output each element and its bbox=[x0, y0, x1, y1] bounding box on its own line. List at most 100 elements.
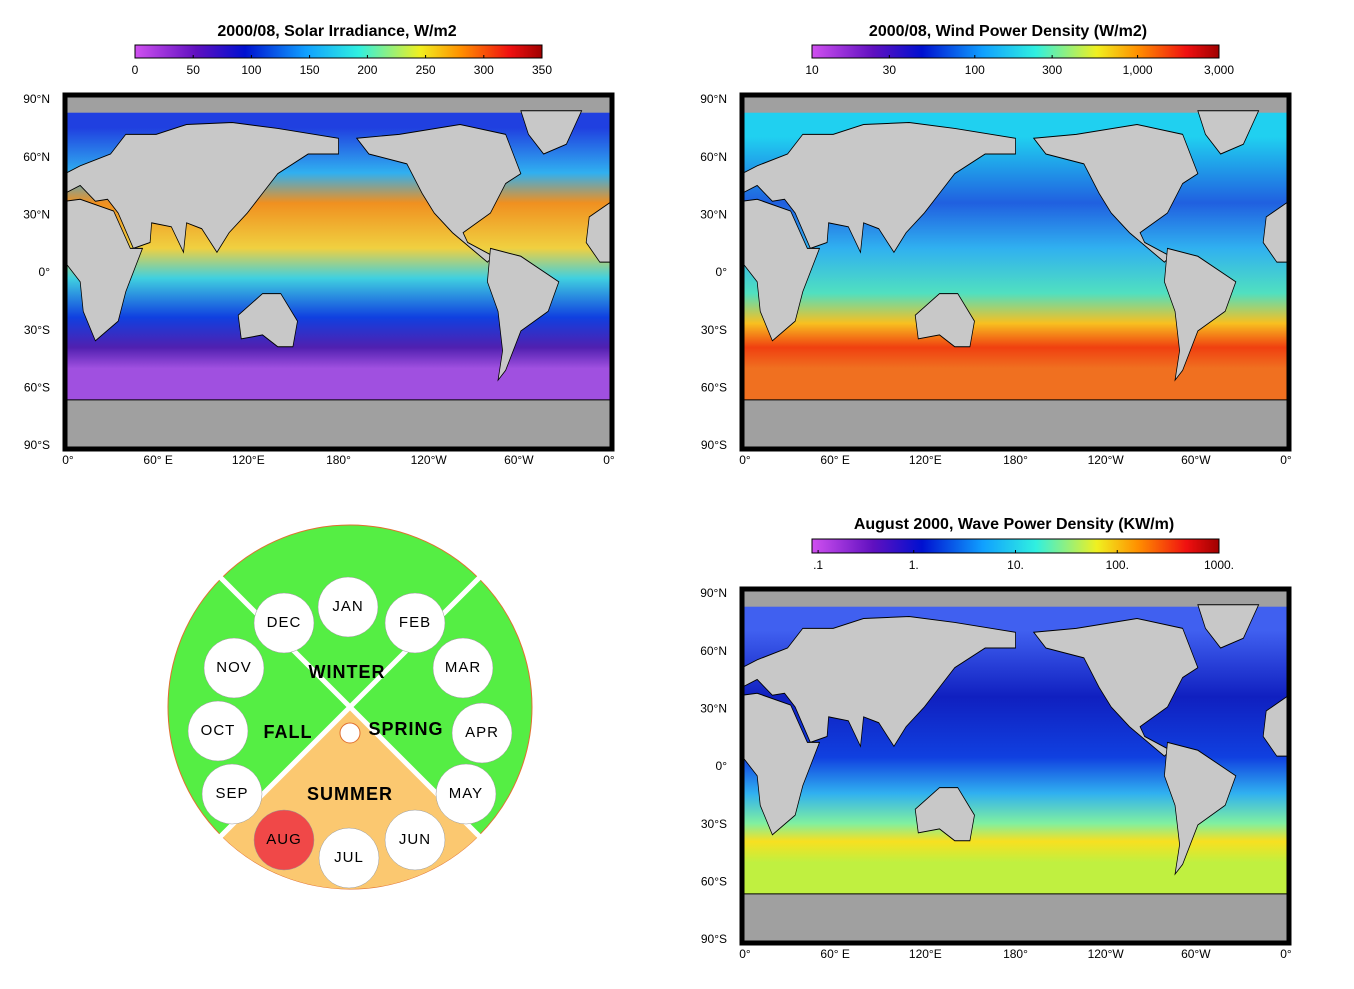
colorbar-tick-label: 1,000 bbox=[1123, 63, 1153, 77]
colorbar-tick-label: 100 bbox=[965, 63, 985, 77]
colorbar bbox=[811, 44, 1220, 59]
lon-label: 60° E bbox=[820, 453, 849, 467]
lat-label: 30°S bbox=[24, 323, 50, 337]
colorbar-tick-label: 350 bbox=[532, 63, 552, 77]
month-label[interactable]: SEP bbox=[215, 785, 248, 802]
month-label[interactable]: JAN bbox=[332, 598, 363, 615]
lon-label: 60° E bbox=[820, 947, 849, 961]
colorbar-tick-label: 1. bbox=[909, 558, 919, 572]
lat-label: 60°S bbox=[24, 381, 50, 395]
colorbar-tick-label: 30 bbox=[883, 63, 897, 77]
lat-label: 90°S bbox=[701, 932, 727, 946]
lat-label: 60°S bbox=[701, 381, 727, 395]
month-label[interactable]: JUN bbox=[399, 831, 431, 848]
lon-label: 60°W bbox=[504, 453, 534, 467]
lon-label: 60°W bbox=[1181, 453, 1211, 467]
lat-label: 60°N bbox=[700, 644, 727, 658]
lon-label: 0° bbox=[62, 453, 74, 467]
colorbar-tick-label: 0 bbox=[132, 63, 139, 77]
colorbar-tick-label: 300 bbox=[474, 63, 494, 77]
colorbar-tick-label: 300 bbox=[1042, 63, 1062, 77]
lon-label: 60° E bbox=[143, 453, 172, 467]
map-frame bbox=[739, 92, 1292, 452]
lon-label: 60°W bbox=[1181, 947, 1211, 961]
lon-label: 0° bbox=[1280, 453, 1292, 467]
lon-label: 180° bbox=[1003, 947, 1028, 961]
season-label[interactable]: SPRING bbox=[368, 719, 443, 739]
month-label[interactable]: NOV bbox=[216, 659, 252, 676]
map-panel: August 2000, Wave Power Density (KW/m) .1… bbox=[700, 516, 1292, 961]
colorbar-tick-label: 250 bbox=[416, 63, 436, 77]
panel-title: 2000/08, Wind Power Density (W/m2) bbox=[869, 23, 1147, 40]
lat-label: 90°N bbox=[23, 92, 50, 106]
colorbar-tick-label: 150 bbox=[300, 63, 320, 77]
month-button[interactable] bbox=[318, 827, 380, 889]
colorbar-tick-label: 100. bbox=[1106, 558, 1129, 572]
colorbar bbox=[134, 44, 543, 59]
lat-label: 60°N bbox=[700, 150, 727, 164]
map-frame bbox=[62, 92, 615, 452]
lat-label: 90°N bbox=[700, 92, 727, 106]
map-frame bbox=[739, 586, 1292, 946]
month-button[interactable] bbox=[253, 809, 315, 871]
lon-label: 120°E bbox=[909, 453, 942, 467]
lat-label: 60°S bbox=[701, 875, 727, 889]
lat-label: 0° bbox=[716, 265, 728, 279]
lat-label: 30°N bbox=[700, 208, 727, 222]
month-button[interactable] bbox=[317, 576, 379, 638]
lat-label: 90°N bbox=[700, 586, 727, 600]
month-button[interactable] bbox=[435, 763, 497, 825]
lat-label: 30°N bbox=[23, 208, 50, 222]
map-panel: 2000/08, Solar Irradiance, W/m2 0 50 100 150… bbox=[23, 23, 615, 467]
colorbar-tick-label: 3,000 bbox=[1204, 63, 1234, 77]
colorbar-tick-label: 10 bbox=[805, 63, 819, 77]
month-button[interactable] bbox=[384, 592, 446, 654]
month-button[interactable] bbox=[201, 763, 263, 825]
month-button[interactable] bbox=[253, 592, 315, 654]
month-label[interactable]: FEB bbox=[399, 614, 431, 631]
colorbar-tick-label: 100 bbox=[241, 63, 261, 77]
lat-label: 30°S bbox=[701, 323, 727, 337]
colorbar-tick-label: 10. bbox=[1007, 558, 1024, 572]
month-button[interactable] bbox=[203, 637, 265, 699]
lon-label: 120°W bbox=[411, 453, 448, 467]
season-label[interactable]: FALL bbox=[264, 722, 313, 742]
lon-label: 180° bbox=[1003, 453, 1028, 467]
lon-label: 120°E bbox=[232, 453, 265, 467]
panel-title: 2000/08, Solar Irradiance, W/m2 bbox=[217, 23, 456, 40]
colorbar-tick-label: 50 bbox=[187, 63, 201, 77]
wheel-hub bbox=[339, 722, 361, 744]
lat-label: 30°N bbox=[700, 702, 727, 716]
month-label[interactable]: MAR bbox=[445, 659, 481, 676]
lon-label: 0° bbox=[739, 947, 751, 961]
panel-title: August 2000, Wave Power Density (KW/m) bbox=[854, 516, 1174, 533]
lon-label: 120°E bbox=[909, 947, 942, 961]
month-button[interactable] bbox=[451, 702, 513, 764]
month-label[interactable]: APR bbox=[465, 724, 499, 741]
colorbar-tick-label: .1 bbox=[813, 558, 823, 572]
month-label[interactable]: DEC bbox=[267, 614, 302, 631]
colorbar-tick-label: 1000. bbox=[1204, 558, 1234, 572]
month-button[interactable] bbox=[187, 700, 249, 762]
lon-label: 0° bbox=[1280, 947, 1292, 961]
season-label[interactable]: WINTER bbox=[309, 662, 386, 682]
month-label[interactable]: JUL bbox=[334, 849, 364, 866]
month-button[interactable] bbox=[432, 637, 494, 699]
month-label[interactable]: OCT bbox=[201, 722, 236, 739]
lon-label: 0° bbox=[739, 453, 751, 467]
month-label[interactable]: AUG bbox=[266, 831, 302, 848]
lat-label: 0° bbox=[716, 759, 728, 773]
lat-label: 90°S bbox=[701, 438, 727, 452]
season-wheel: WINTER SPRING SUMMER FALL JAN FEB MAR APR MAY JUN… bbox=[167, 524, 533, 890]
month-button[interactable] bbox=[384, 809, 446, 871]
lon-label: 180° bbox=[326, 453, 351, 467]
lon-label: 120°W bbox=[1088, 947, 1125, 961]
lat-label: 0° bbox=[39, 265, 51, 279]
month-label[interactable]: MAY bbox=[449, 785, 483, 802]
season-label[interactable]: SUMMER bbox=[307, 784, 393, 804]
lat-label: 90°S bbox=[24, 438, 50, 452]
colorbar-tick-label: 200 bbox=[357, 63, 377, 77]
lon-label: 0° bbox=[603, 453, 615, 467]
lon-label: 120°W bbox=[1088, 453, 1125, 467]
